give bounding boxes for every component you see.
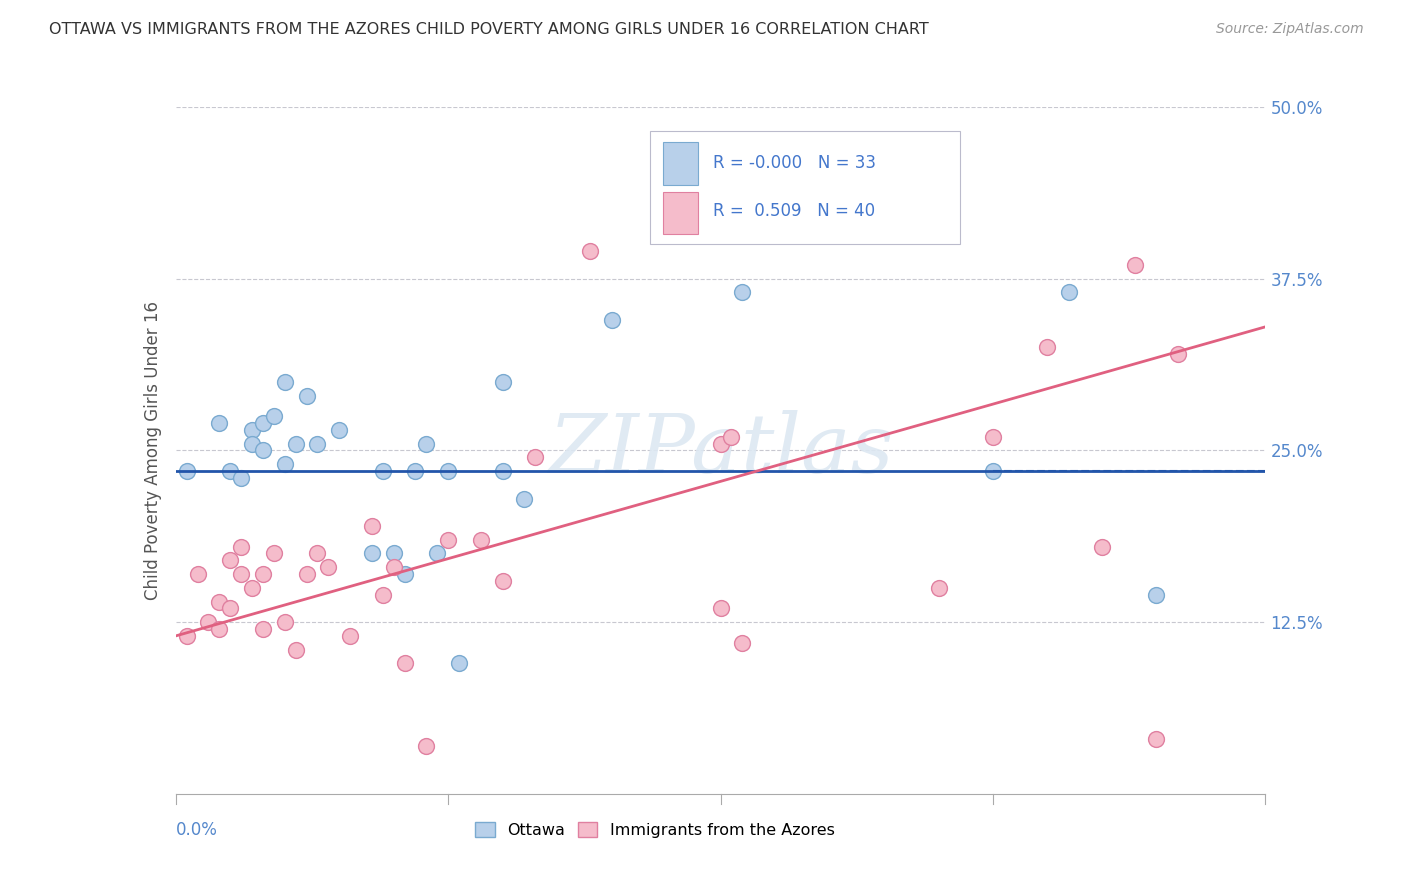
Point [328, 423, 350, 437]
Point [513, 491, 536, 506]
Point [928, 581, 950, 595]
Point [231, 540, 253, 554]
Point [382, 546, 405, 561]
Point [492, 464, 515, 478]
Point [1123, 258, 1146, 272]
Point [240, 581, 263, 595]
Point [1144, 731, 1167, 746]
Point [470, 533, 492, 547]
Point [1057, 285, 1080, 300]
Point [371, 588, 394, 602]
Point [394, 657, 416, 671]
Point [394, 567, 416, 582]
Point [295, 567, 318, 582]
Point [219, 464, 242, 478]
Point [252, 443, 274, 458]
Point [252, 416, 274, 430]
Point [524, 450, 547, 465]
Point [274, 457, 297, 471]
Point [731, 285, 754, 300]
Point [360, 546, 382, 561]
Point [710, 436, 733, 450]
Point [208, 594, 231, 608]
Legend: Ottawa, Immigrants from the Azores: Ottawa, Immigrants from the Azores [470, 816, 841, 844]
Point [240, 436, 263, 450]
Text: R = -0.000   N = 33: R = -0.000 N = 33 [713, 154, 876, 172]
Point [252, 567, 274, 582]
Point [307, 546, 329, 561]
Point [371, 464, 394, 478]
Point [1167, 347, 1189, 361]
FancyBboxPatch shape [662, 192, 697, 234]
Point [197, 615, 219, 630]
Y-axis label: Child Poverty Among Girls Under 16: Child Poverty Among Girls Under 16 [143, 301, 162, 600]
Point [405, 464, 427, 478]
Point [1091, 540, 1114, 554]
Point [339, 629, 361, 643]
Point [186, 567, 209, 582]
Point [176, 629, 198, 643]
Point [710, 148, 733, 162]
Point [437, 464, 460, 478]
Point [263, 409, 285, 423]
Point [240, 423, 263, 437]
Point [295, 388, 318, 402]
Text: 0.0%: 0.0% [176, 822, 218, 839]
Point [263, 546, 285, 561]
Point [252, 622, 274, 636]
Point [318, 560, 340, 574]
Point [219, 553, 242, 567]
Point [360, 519, 382, 533]
Point [415, 436, 437, 450]
Point [579, 244, 602, 259]
Text: OTTAWA VS IMMIGRANTS FROM THE AZORES CHILD POVERTY AMONG GIRLS UNDER 16 CORRELAT: OTTAWA VS IMMIGRANTS FROM THE AZORES CHI… [49, 22, 929, 37]
Point [231, 567, 253, 582]
Point [720, 430, 742, 444]
Point [307, 436, 329, 450]
Point [731, 636, 754, 650]
Point [176, 464, 198, 478]
Point [447, 657, 470, 671]
Point [1036, 340, 1059, 354]
Point [231, 471, 253, 485]
Point [382, 560, 405, 574]
Point [981, 464, 1004, 478]
Point [208, 622, 231, 636]
Point [274, 615, 297, 630]
Point [492, 574, 515, 588]
Point [219, 601, 242, 615]
Point [274, 375, 297, 389]
Point [284, 436, 307, 450]
Point [710, 601, 733, 615]
Text: Source: ZipAtlas.com: Source: ZipAtlas.com [1216, 22, 1364, 37]
Point [437, 533, 460, 547]
Point [426, 546, 449, 561]
Point [208, 416, 231, 430]
Text: R =  0.509   N = 40: R = 0.509 N = 40 [713, 202, 875, 220]
FancyBboxPatch shape [650, 131, 960, 244]
Point [415, 739, 437, 753]
Point [1144, 588, 1167, 602]
Point [600, 313, 623, 327]
FancyBboxPatch shape [662, 142, 697, 185]
Point [981, 430, 1004, 444]
Text: ZIPatlas: ZIPatlas [548, 410, 893, 491]
Point [492, 375, 515, 389]
Point [284, 642, 307, 657]
